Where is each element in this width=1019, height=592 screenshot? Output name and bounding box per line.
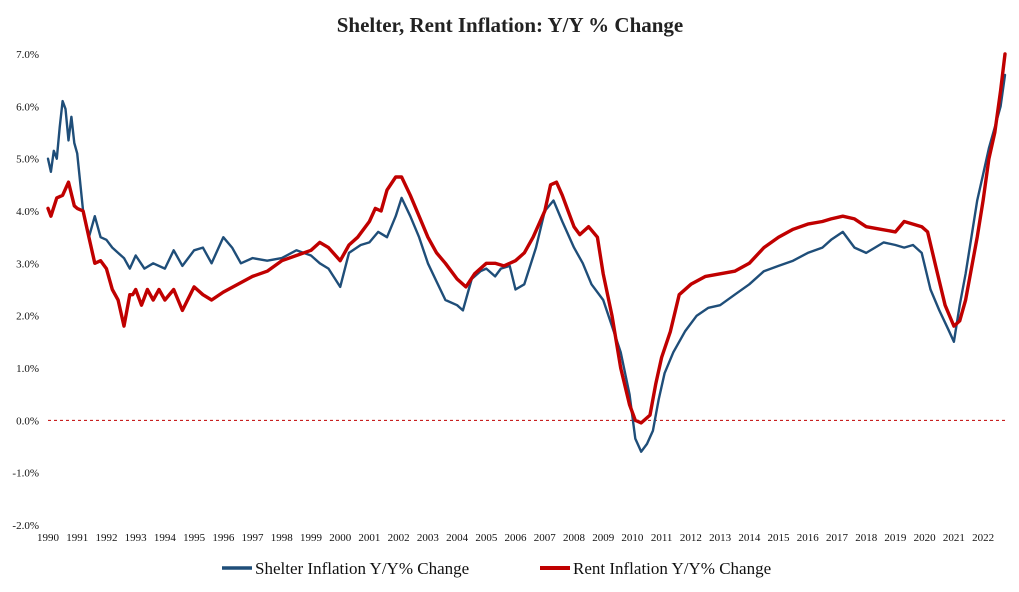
x-tick-label: 2008	[563, 532, 586, 544]
x-tick-label: 2020	[914, 532, 937, 544]
x-tick-label: 2003	[417, 532, 440, 544]
y-tick-label: 6.0%	[16, 101, 39, 113]
x-tick-label: 1993	[125, 532, 148, 544]
x-tick-label: 2007	[534, 532, 557, 544]
x-tick-label: 1998	[271, 532, 294, 544]
legend: Shelter Inflation Y/Y% Change Rent Inflat…	[222, 559, 771, 578]
x-tick-label: 2021	[943, 532, 965, 544]
x-tick-label: 2002	[388, 532, 410, 544]
x-tick-label: 2014	[738, 532, 761, 544]
y-tick-label: 7.0%	[16, 49, 39, 61]
chart-title: Shelter, Rent Inflation: Y/Y % Change	[337, 13, 684, 37]
x-tick-label: 2004	[446, 532, 469, 544]
y-tick-label: 0.0%	[16, 415, 39, 427]
x-tick-label: 2013	[709, 532, 732, 544]
y-tick-label: -1.0%	[12, 468, 39, 480]
x-tick-label: 1990	[37, 532, 60, 544]
x-tick-label: 2010	[621, 532, 644, 544]
y-tick-label: 5.0%	[16, 154, 39, 166]
x-tick-label: 2017	[826, 532, 849, 544]
x-tick-label: 2018	[855, 532, 878, 544]
x-tick-label: 2001	[358, 532, 380, 544]
y-tick-label: -2.0%	[12, 520, 39, 532]
series-layer	[46, 52, 1007, 453]
x-tick-label: 2006	[505, 532, 528, 544]
x-tick-label: 2022	[972, 532, 994, 544]
x-tick-label: 2016	[797, 532, 820, 544]
x-tick-label: 2000	[329, 532, 352, 544]
x-tick-label: 2011	[651, 532, 673, 544]
y-tick-label: 2.0%	[16, 311, 39, 323]
x-tick-label: 2019	[884, 532, 907, 544]
y-tick-label: 1.0%	[16, 363, 39, 375]
x-tick-label: 1991	[66, 532, 88, 544]
x-tick-label: 1992	[95, 532, 117, 544]
x-tick-label: 1996	[212, 532, 235, 544]
series-line-rent	[46, 52, 1007, 425]
y-tick-label: 3.0%	[16, 258, 39, 270]
legend-label-shelter: Shelter Inflation Y/Y% Change	[255, 559, 469, 578]
legend-label-rent: Rent Inflation Y/Y% Change	[573, 559, 771, 578]
x-tick-label: 2009	[592, 532, 615, 544]
series-line-shelter	[46, 73, 1007, 453]
axes: -2.0% -1.0% 0.0% 1.0% 2.0% 3.0% 4.0% 5.0% 6.0% 7.…	[12, 49, 1005, 544]
y-tick-label: 4.0%	[16, 206, 39, 218]
x-tick-label: 1994	[154, 532, 177, 544]
x-tick-label: 1997	[242, 532, 265, 544]
x-tick-label: 1995	[183, 532, 206, 544]
x-tick-label: 2012	[680, 532, 702, 544]
x-tick-label: 1999	[300, 532, 323, 544]
x-tick-label: 2005	[475, 532, 498, 544]
x-tick-label: 2015	[768, 532, 791, 544]
